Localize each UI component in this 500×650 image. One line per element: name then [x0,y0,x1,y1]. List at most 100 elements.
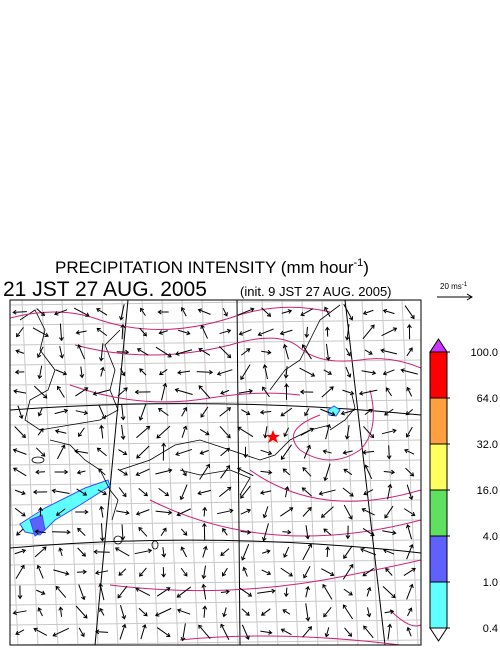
colorbar-segment [429,443,448,491]
wind-arrow [237,307,255,316]
wind-arrow [242,566,248,577]
wind-arrow [218,486,232,498]
wind-arrow [343,468,353,476]
grid-line [281,300,299,645]
wind-arrow [180,546,187,558]
wind-arrow [14,507,26,517]
wind-arrow [53,569,70,576]
wind-arrow [135,509,150,516]
wind-arrow [154,607,172,617]
wind-arrow [240,348,251,356]
wind-arrow [280,507,294,517]
wind-arrow [119,605,127,620]
wind-arrow [238,329,252,336]
wind-arrow [261,307,272,317]
grid-line [10,619,421,626]
wind-arrow [358,389,378,396]
wind-arrow [55,369,68,376]
wind-arrow [382,308,395,315]
wind-arrow [136,445,150,459]
grid-line [10,461,19,645]
wind-arrow [119,304,125,321]
wind-arrow [54,429,67,434]
wind-arrow [321,386,334,398]
wind-arrow [92,389,111,396]
wind-arrow [136,425,151,439]
wind-arrow [161,382,168,401]
grid-line [10,579,421,586]
wind-arrow [282,343,289,360]
grid-line [81,300,99,645]
wind-scale-text: 20 ms [440,282,462,291]
wind-arrow [56,385,65,398]
wind-arrow [198,624,211,640]
wind-arrow [303,565,311,579]
wind-arrow [198,348,211,356]
wind-arrow [318,489,336,496]
wind-arrow [320,408,336,417]
grid-line [341,300,359,645]
wind-arrow [117,468,128,476]
wind-scale-label: 20 ms-1 [440,282,468,291]
wind-arrow [405,426,413,438]
wind-arrow [176,586,191,598]
wind-arrow [386,445,392,460]
colorbar: 100.0 64.0 32.0 16.0 4.0 1.0 0.4 [429,338,498,642]
wind-arrow [405,408,414,416]
wind-arrow [76,488,88,496]
wind-arrow [197,308,211,315]
wind-arrow [160,527,167,537]
wind-arrow [238,388,254,394]
wind-arrow [179,484,188,501]
init-time: (init. 9 JST 27 AUG. 2005) [240,284,392,299]
wind-arrow [406,484,414,501]
grid-line [301,300,319,645]
wind-arrow [222,607,227,618]
grid-line [10,459,421,466]
wind-arrow [257,328,274,337]
wind-arrow [135,468,150,477]
wind-arrow [140,307,146,316]
wind-arrow [180,528,188,536]
wind-arrow [280,628,292,636]
wind-arrow [135,587,151,596]
wind-arrow [78,427,85,438]
wind-arrow [403,567,416,576]
wind-arrow [383,548,395,555]
wind-arrow [13,389,27,394]
wind-arrow [12,610,27,616]
wind-arrow [301,344,312,360]
wind-arrow [406,626,412,637]
title-exponent: -1 [354,257,364,269]
wind-arrow [345,525,351,540]
wind-arrow [33,385,48,399]
grid-line [10,439,421,446]
wind-arrow [77,527,86,537]
wind-arrow [404,305,415,320]
wind-arrow [323,528,332,536]
wind-arrow [344,425,350,440]
wind-arrow [138,487,148,497]
wind-arrow [181,425,188,438]
wind-arrow [120,404,126,421]
wind-arrow [12,448,27,455]
isobars [10,306,421,645]
wind-arrow [340,409,355,416]
wind-arrow [134,389,151,395]
wind-arrow [382,369,395,376]
wind-arrow [243,446,248,459]
wind-arrow [12,467,27,477]
wind-arrow [301,487,312,497]
wind-arrow [363,489,374,496]
wind-arrow [219,346,232,359]
wind-arrow [283,366,289,379]
wind-arrow [299,367,316,377]
wind-arrow [118,568,127,576]
wind-arrow [77,344,85,360]
wind-arrow [364,349,373,355]
wind-arrow [155,510,173,515]
wind-arrow [99,505,104,518]
wind-arrow [325,546,331,558]
wind-arrow [405,523,413,540]
wind-arrow [342,487,354,497]
